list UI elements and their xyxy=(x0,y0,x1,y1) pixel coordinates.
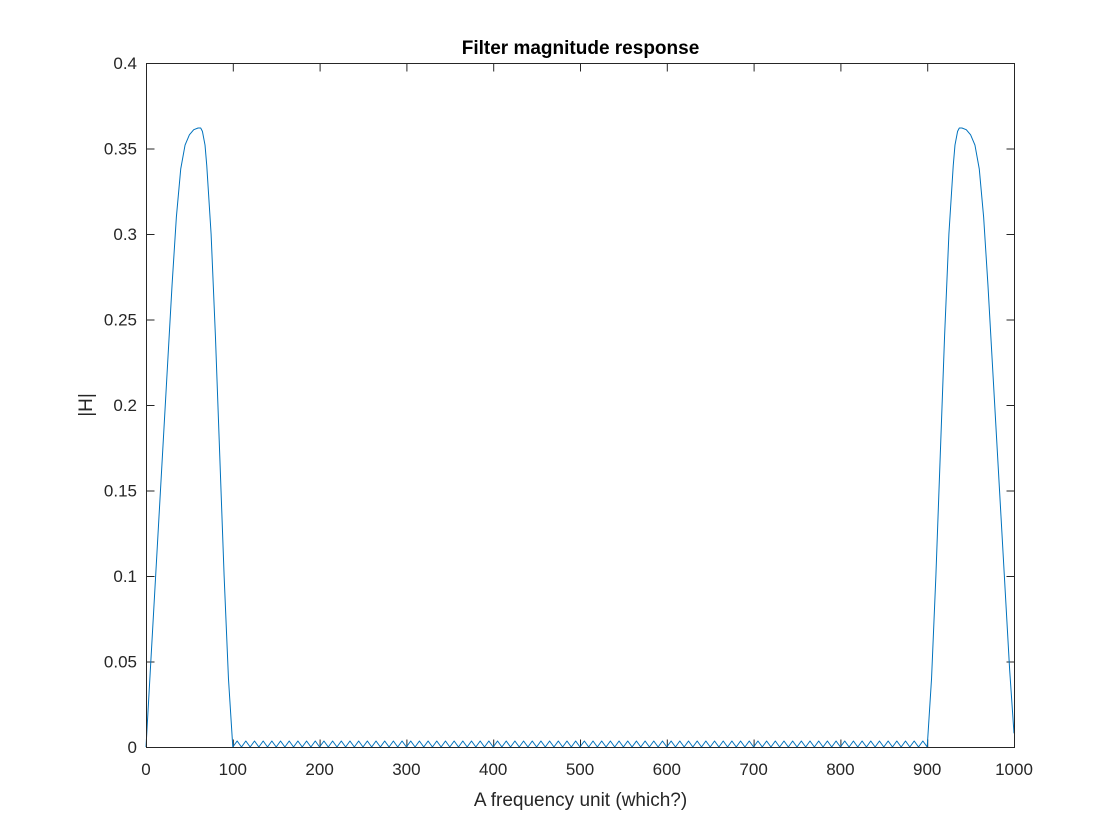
axes-background xyxy=(146,63,1015,748)
x-axis-label: A frequency unit (which?) xyxy=(474,790,687,811)
y-tick-label: 0.2 xyxy=(113,396,137,415)
y-tick-labels: 0 0.05 0.1 0.15 0.2 0.25 0.3 0.35 0.4 xyxy=(104,54,137,757)
x-tick-label: 700 xyxy=(739,760,767,779)
x-tick-label: 400 xyxy=(479,760,507,779)
y-tick-label: 0.1 xyxy=(113,567,137,586)
x-tick-label: 100 xyxy=(219,760,247,779)
y-tick-label: 0 xyxy=(128,738,137,757)
x-tick-label: 500 xyxy=(566,760,594,779)
y-tick-label: 0.05 xyxy=(104,653,137,672)
x-tick-label: 900 xyxy=(913,760,941,779)
x-tick-label: 600 xyxy=(653,760,681,779)
x-tick-labels: 0 100 200 300 400 500 600 700 800 900 1000 xyxy=(141,760,1033,779)
y-axis-label: |H| xyxy=(76,393,97,417)
x-tick-label: 300 xyxy=(392,760,420,779)
x-tick-label: 200 xyxy=(305,760,333,779)
y-tick-label: 0.4 xyxy=(113,54,137,73)
chart-title: Filter magnitude response xyxy=(462,38,700,59)
y-tick-label: 0.25 xyxy=(104,311,137,330)
axes-box xyxy=(146,63,1015,748)
y-tick-label: 0.15 xyxy=(104,482,137,501)
x-tick-label: 800 xyxy=(826,760,854,779)
y-tick-label: 0.35 xyxy=(104,140,137,159)
x-tick-label: 1000 xyxy=(995,760,1033,779)
x-tick-label: 0 xyxy=(141,760,150,779)
y-tick-label: 0.3 xyxy=(113,225,137,244)
